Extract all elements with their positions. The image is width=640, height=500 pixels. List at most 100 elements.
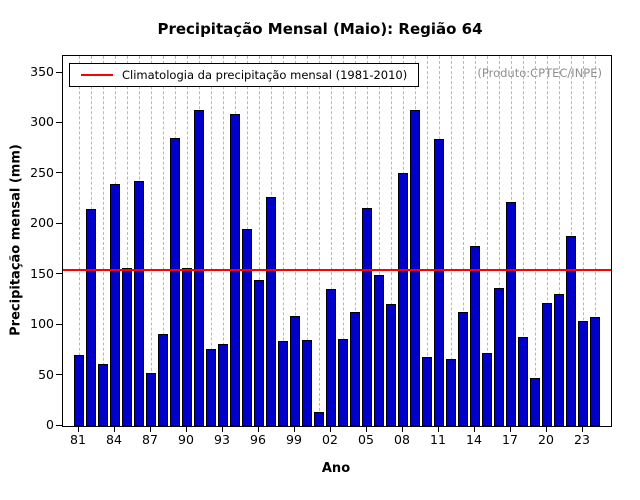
precipitation-bar: [146, 372, 156, 426]
precipitation-bar: [542, 302, 552, 426]
precipitation-bar: [506, 202, 516, 426]
x-tick-mark: [221, 426, 223, 432]
vertical-gridline: [210, 56, 212, 426]
precipitation-bar: [170, 137, 180, 426]
x-tick-label: 17: [502, 432, 518, 447]
vertical-gridline: [462, 56, 464, 426]
vertical-gridline: [318, 56, 320, 426]
precipitation-bar: [302, 340, 312, 426]
y-tick-label: 150: [30, 265, 54, 281]
vertical-gridline: [522, 56, 524, 426]
y-tick-label: 0: [46, 417, 54, 432]
precipitation-bar: [590, 317, 600, 426]
y-tick-mark: [56, 71, 62, 73]
x-tick-label: 05: [358, 432, 374, 447]
y-tick-mark: [56, 374, 62, 376]
vertical-gridline: [306, 56, 308, 426]
y-tick-label: 100: [30, 316, 54, 332]
x-tick-mark: [293, 426, 295, 432]
x-tick-label: 81: [70, 432, 86, 447]
precipitation-bar: [494, 287, 504, 426]
vertical-gridline: [78, 56, 80, 426]
vertical-gridline: [378, 56, 380, 426]
vertical-gridline: [282, 56, 284, 426]
vertical-gridline: [390, 56, 392, 426]
precipitation-bar: [518, 337, 528, 426]
x-tick-mark: [437, 426, 439, 432]
y-tick-label: 200: [30, 215, 54, 231]
y-tick-mark: [56, 222, 62, 224]
x-tick-mark: [365, 426, 367, 432]
source-note: (Produto:CPTEC/INPE): [477, 66, 602, 80]
vertical-gridline: [582, 56, 584, 426]
x-tick-label: 20: [538, 432, 554, 447]
climatology-line-icon: [81, 74, 113, 76]
legend-box: Climatologia da precipitação mensal (198…: [69, 63, 420, 87]
precipitation-bar: [458, 312, 468, 426]
precipitation-bar: [566, 236, 576, 426]
x-tick-mark: [113, 426, 115, 432]
vertical-gridline: [498, 56, 500, 426]
precipitation-bar: [338, 339, 348, 426]
y-tick-label: 350: [30, 64, 54, 79]
precipitation-bar: [122, 267, 132, 426]
precipitation-bar: [470, 246, 480, 426]
vertical-gridline: [162, 56, 164, 426]
vertical-gridline: [354, 56, 356, 426]
vertical-gridline: [474, 56, 476, 426]
y-tick-mark: [56, 172, 62, 174]
x-tick-mark: [257, 426, 259, 432]
y-tick-label: 300: [30, 114, 54, 130]
precipitation-bar: [266, 197, 276, 426]
x-tick-label: 84: [106, 432, 122, 447]
precipitation-bar: [314, 411, 324, 426]
precipitation-bar: [290, 316, 300, 426]
x-tick-label: 93: [214, 432, 230, 447]
x-axis-label: Ano: [321, 461, 351, 476]
precipitation-bar: [578, 321, 588, 426]
vertical-gridline: [258, 56, 260, 426]
x-tick-mark: [509, 426, 511, 432]
vertical-gridline: [342, 56, 344, 426]
precipitation-bar: [110, 183, 120, 426]
precipitation-bar: [410, 110, 420, 426]
vertical-gridline: [558, 56, 560, 426]
vertical-gridline: [546, 56, 548, 426]
x-tick-mark: [149, 426, 151, 432]
x-tick-mark: [401, 426, 403, 432]
precipitation-bar: [434, 138, 444, 426]
climatology-line: [63, 268, 611, 271]
x-tick-mark: [185, 426, 187, 432]
x-tick-label: 02: [322, 432, 338, 447]
vertical-gridline: [594, 56, 596, 426]
vertical-gridline: [330, 56, 332, 426]
precipitation-bar: [350, 312, 360, 426]
vertical-gridline: [294, 56, 296, 426]
precipitation-bar: [242, 229, 252, 426]
y-tick-mark: [56, 273, 62, 275]
y-tick-mark: [56, 323, 62, 325]
precipitation-bar: [206, 349, 216, 426]
x-tick-label: 08: [394, 432, 410, 447]
precipitation-bar: [254, 279, 264, 426]
precipitation-bar: [386, 303, 396, 426]
precipitation-bar: [98, 364, 108, 426]
y-tick-label: 250: [30, 164, 54, 180]
precipitation-bar: [422, 357, 432, 426]
precipitation-bar: [374, 274, 384, 426]
vertical-gridline: [150, 56, 152, 426]
x-tick-label: 96: [250, 432, 266, 447]
plot-area: Climatologia da precipitação mensal (198…: [62, 55, 612, 427]
vertical-gridline: [222, 56, 224, 426]
x-tick-label: 11: [430, 432, 446, 447]
precipitation-bar: [74, 355, 84, 426]
precipitation-bar: [218, 344, 228, 426]
vertical-gridline: [186, 56, 188, 426]
precipitation-bar: [134, 180, 144, 426]
vertical-gridline: [450, 56, 452, 426]
precipitation-bar: [446, 359, 456, 426]
precipitation-bar: [482, 353, 492, 426]
chart-title: Precipitação Mensal (Maio): Região 64: [157, 20, 483, 38]
vertical-gridline: [486, 56, 488, 426]
